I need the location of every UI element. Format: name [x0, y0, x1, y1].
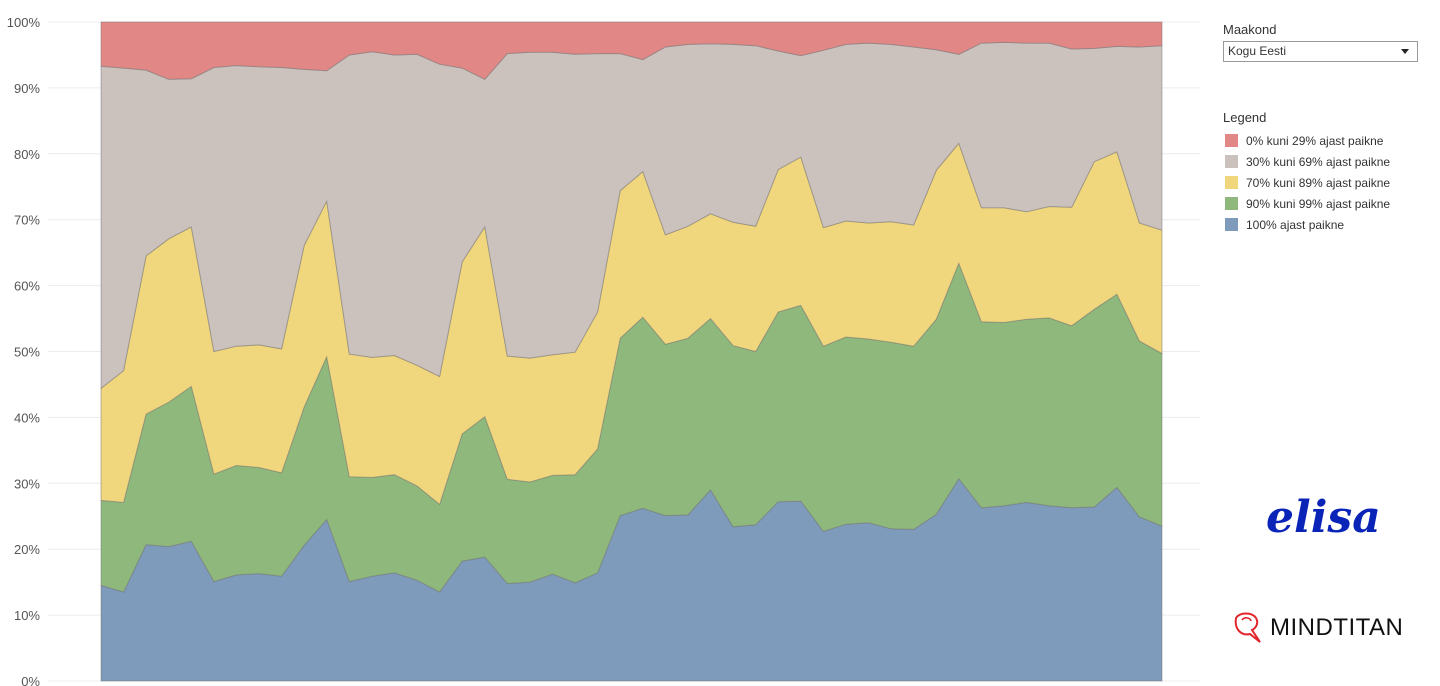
y-tick-label: 50%	[14, 345, 40, 360]
county-select-value: Kogu Eesti	[1228, 44, 1287, 58]
legend-item-label: 0% kuni 29% ajast paikne	[1246, 133, 1384, 148]
legend-item[interactable]: 0% kuni 29% ajast paikne	[1223, 130, 1433, 151]
filter-panel: Maakond Kogu Eesti	[1223, 22, 1423, 62]
legend-item[interactable]: 30% kuni 69% ajast paikne	[1223, 151, 1433, 172]
y-tick-label: 20%	[14, 542, 40, 557]
caret-down-icon	[1401, 49, 1409, 54]
mindtitan-bird-icon	[1234, 612, 1261, 643]
legend-title: Legend	[1223, 110, 1267, 125]
legend-item-label: 100% ajast paikne	[1246, 217, 1345, 232]
y-tick-label: 90%	[14, 81, 40, 96]
legend-swatch	[1225, 134, 1238, 147]
legend-item-label: 70% kuni 89% ajast paikne	[1246, 175, 1391, 190]
mindtitan-logo: MINDTITAN	[1230, 606, 1420, 650]
y-tick-label: 60%	[14, 279, 40, 294]
filter-label: Maakond	[1223, 22, 1277, 37]
legend-item[interactable]: 70% kuni 89% ajast paikne	[1223, 172, 1433, 193]
legend-swatch	[1225, 176, 1238, 189]
legend: Legend 0% kuni 29% ajast paikne 30% kuni…	[1223, 110, 1433, 235]
elisa-logo: elisa	[1262, 492, 1382, 548]
y-tick-label: 80%	[14, 147, 40, 162]
legend-item[interactable]: 90% kuni 99% ajast paikne	[1223, 193, 1433, 214]
legend-swatch	[1225, 155, 1238, 168]
y-tick-label: 30%	[14, 476, 40, 491]
y-tick-label: 10%	[14, 608, 40, 623]
chart-area: 0% 10% 20% 30% 40% 50% 60% 70% 80% 90% 100%	[7, 15, 1200, 686]
y-tick-label: 40%	[14, 410, 40, 425]
stacked-area-chart: 0% 10% 20% 30% 40% 50% 60% 70% 80% 90% 100%	[7, 15, 1200, 686]
legend-swatch	[1225, 218, 1238, 231]
mindtitan-logo-text: MINDTITAN	[1270, 614, 1404, 641]
legend-item-label: 90% kuni 99% ajast paikne	[1246, 196, 1391, 211]
legend-swatch	[1225, 197, 1238, 210]
legend-item[interactable]: 100% ajast paikne	[1223, 214, 1433, 235]
legend-item-label: 30% kuni 69% ajast paikne	[1246, 154, 1391, 169]
y-tick-label: 70%	[14, 213, 40, 228]
elisa-logo-text: elisa	[1266, 492, 1381, 543]
area-series-4[interactable]	[100, 21, 1163, 80]
county-select[interactable]: Kogu Eesti	[1223, 41, 1418, 62]
y-tick-label: 100%	[7, 15, 41, 30]
y-tick-label: 0%	[21, 674, 40, 686]
